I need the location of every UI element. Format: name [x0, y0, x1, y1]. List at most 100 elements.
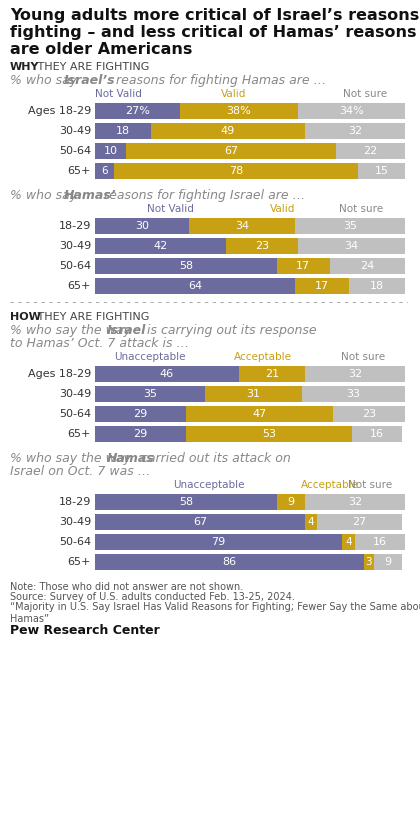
- Text: 18: 18: [116, 126, 130, 136]
- Text: 9: 9: [384, 557, 391, 567]
- Text: 38%: 38%: [227, 106, 251, 116]
- Text: 17: 17: [296, 261, 310, 271]
- Text: 58: 58: [178, 497, 193, 507]
- Text: Not sure: Not sure: [339, 204, 383, 214]
- Bar: [336, 143, 405, 159]
- Text: 42: 42: [154, 241, 168, 251]
- Text: 34: 34: [344, 241, 359, 251]
- Text: Unacceptable: Unacceptable: [173, 480, 244, 490]
- Text: 65+: 65+: [68, 166, 91, 176]
- Bar: [276, 494, 305, 510]
- Bar: [355, 534, 405, 550]
- Bar: [226, 238, 299, 254]
- Text: 64: 64: [188, 281, 202, 291]
- Bar: [305, 123, 405, 139]
- Text: % who say the way: % who say the way: [10, 324, 135, 337]
- Text: Unacceptable: Unacceptable: [114, 352, 185, 362]
- Text: 29: 29: [133, 409, 147, 419]
- Bar: [352, 426, 402, 442]
- Text: reasons for fighting Israel are …: reasons for fighting Israel are …: [100, 189, 305, 202]
- Text: 67: 67: [193, 517, 207, 527]
- Text: 50-64: 50-64: [59, 146, 91, 156]
- Text: 34%: 34%: [339, 106, 364, 116]
- Bar: [305, 366, 405, 382]
- Text: 18: 18: [370, 281, 384, 291]
- Text: 9: 9: [287, 497, 294, 507]
- Text: 17: 17: [315, 281, 329, 291]
- Bar: [295, 278, 349, 294]
- Text: Valid: Valid: [221, 89, 246, 99]
- Text: 47: 47: [252, 409, 266, 419]
- Bar: [126, 143, 336, 159]
- Bar: [330, 258, 405, 274]
- Text: THEY ARE FIGHTING: THEY ARE FIGHTING: [34, 312, 150, 322]
- Text: 46: 46: [160, 369, 174, 379]
- Text: 27: 27: [352, 517, 367, 527]
- Text: 32: 32: [348, 369, 362, 379]
- Bar: [342, 534, 355, 550]
- Bar: [95, 386, 205, 402]
- Text: Not Valid: Not Valid: [147, 204, 194, 214]
- Text: Acceptable: Acceptable: [234, 352, 292, 362]
- Text: “Majority in U.S. Say Israel Has Valid Reasons for Fighting; Fewer Say the Same : “Majority in U.S. Say Israel Has Valid R…: [10, 602, 420, 624]
- Text: Ages 18-29: Ages 18-29: [28, 369, 91, 379]
- Text: 86: 86: [223, 557, 236, 567]
- Text: 67: 67: [224, 146, 238, 156]
- Bar: [305, 494, 405, 510]
- Text: is carrying out its response: is carrying out its response: [143, 324, 317, 337]
- Text: 29: 29: [133, 429, 147, 439]
- Bar: [358, 163, 405, 179]
- Text: carried out its attack on: carried out its attack on: [137, 452, 291, 465]
- Bar: [333, 406, 405, 422]
- Text: 58: 58: [178, 261, 193, 271]
- Text: % who say the way: % who say the way: [10, 452, 135, 465]
- Text: 31: 31: [246, 389, 260, 399]
- Bar: [95, 426, 186, 442]
- Bar: [305, 514, 317, 530]
- Bar: [302, 386, 405, 402]
- Text: 16: 16: [370, 429, 384, 439]
- Text: 30-49: 30-49: [59, 126, 91, 136]
- Text: 18-29: 18-29: [59, 221, 91, 231]
- Bar: [95, 143, 126, 159]
- Text: are older Americans: are older Americans: [10, 42, 192, 57]
- Bar: [373, 554, 402, 570]
- Text: Pew Research Center: Pew Research Center: [10, 624, 160, 637]
- Text: 33: 33: [346, 389, 360, 399]
- Text: 53: 53: [262, 429, 276, 439]
- Text: 35: 35: [143, 389, 157, 399]
- Bar: [95, 534, 342, 550]
- Text: % who say: % who say: [10, 189, 81, 202]
- Text: fighting – and less critical of Hamas’ reasons – than: fighting – and less critical of Hamas’ r…: [10, 25, 420, 40]
- Bar: [299, 103, 405, 119]
- Text: Ages 18-29: Ages 18-29: [28, 106, 91, 116]
- Bar: [317, 514, 402, 530]
- Bar: [95, 103, 179, 119]
- Text: 15: 15: [374, 166, 389, 176]
- Text: 22: 22: [363, 146, 378, 156]
- Bar: [276, 258, 330, 274]
- Text: 50-64: 50-64: [59, 261, 91, 271]
- Text: 30-49: 30-49: [59, 517, 91, 527]
- Text: 4: 4: [308, 517, 314, 527]
- Bar: [95, 238, 226, 254]
- Text: Hamas’: Hamas’: [64, 189, 116, 202]
- Text: 18-29: 18-29: [59, 497, 91, 507]
- Text: Acceptable: Acceptable: [301, 480, 359, 490]
- Text: Young adults more critical of Israel’s reasons for: Young adults more critical of Israel’s r…: [10, 8, 420, 23]
- Text: 50-64: 50-64: [59, 537, 91, 547]
- Bar: [95, 278, 295, 294]
- Text: 49: 49: [221, 126, 235, 136]
- Text: Note: Those who did not answer are not shown.: Note: Those who did not answer are not s…: [10, 582, 243, 592]
- Text: Not sure: Not sure: [348, 480, 393, 490]
- Text: 65+: 65+: [68, 429, 91, 439]
- Text: Not sure: Not sure: [342, 89, 387, 99]
- Bar: [295, 218, 405, 234]
- Bar: [189, 218, 295, 234]
- Text: 79: 79: [212, 537, 226, 547]
- Text: Valid: Valid: [270, 204, 295, 214]
- Bar: [95, 514, 305, 530]
- Text: 4: 4: [345, 537, 352, 547]
- Bar: [179, 103, 299, 119]
- Text: 23: 23: [362, 409, 376, 419]
